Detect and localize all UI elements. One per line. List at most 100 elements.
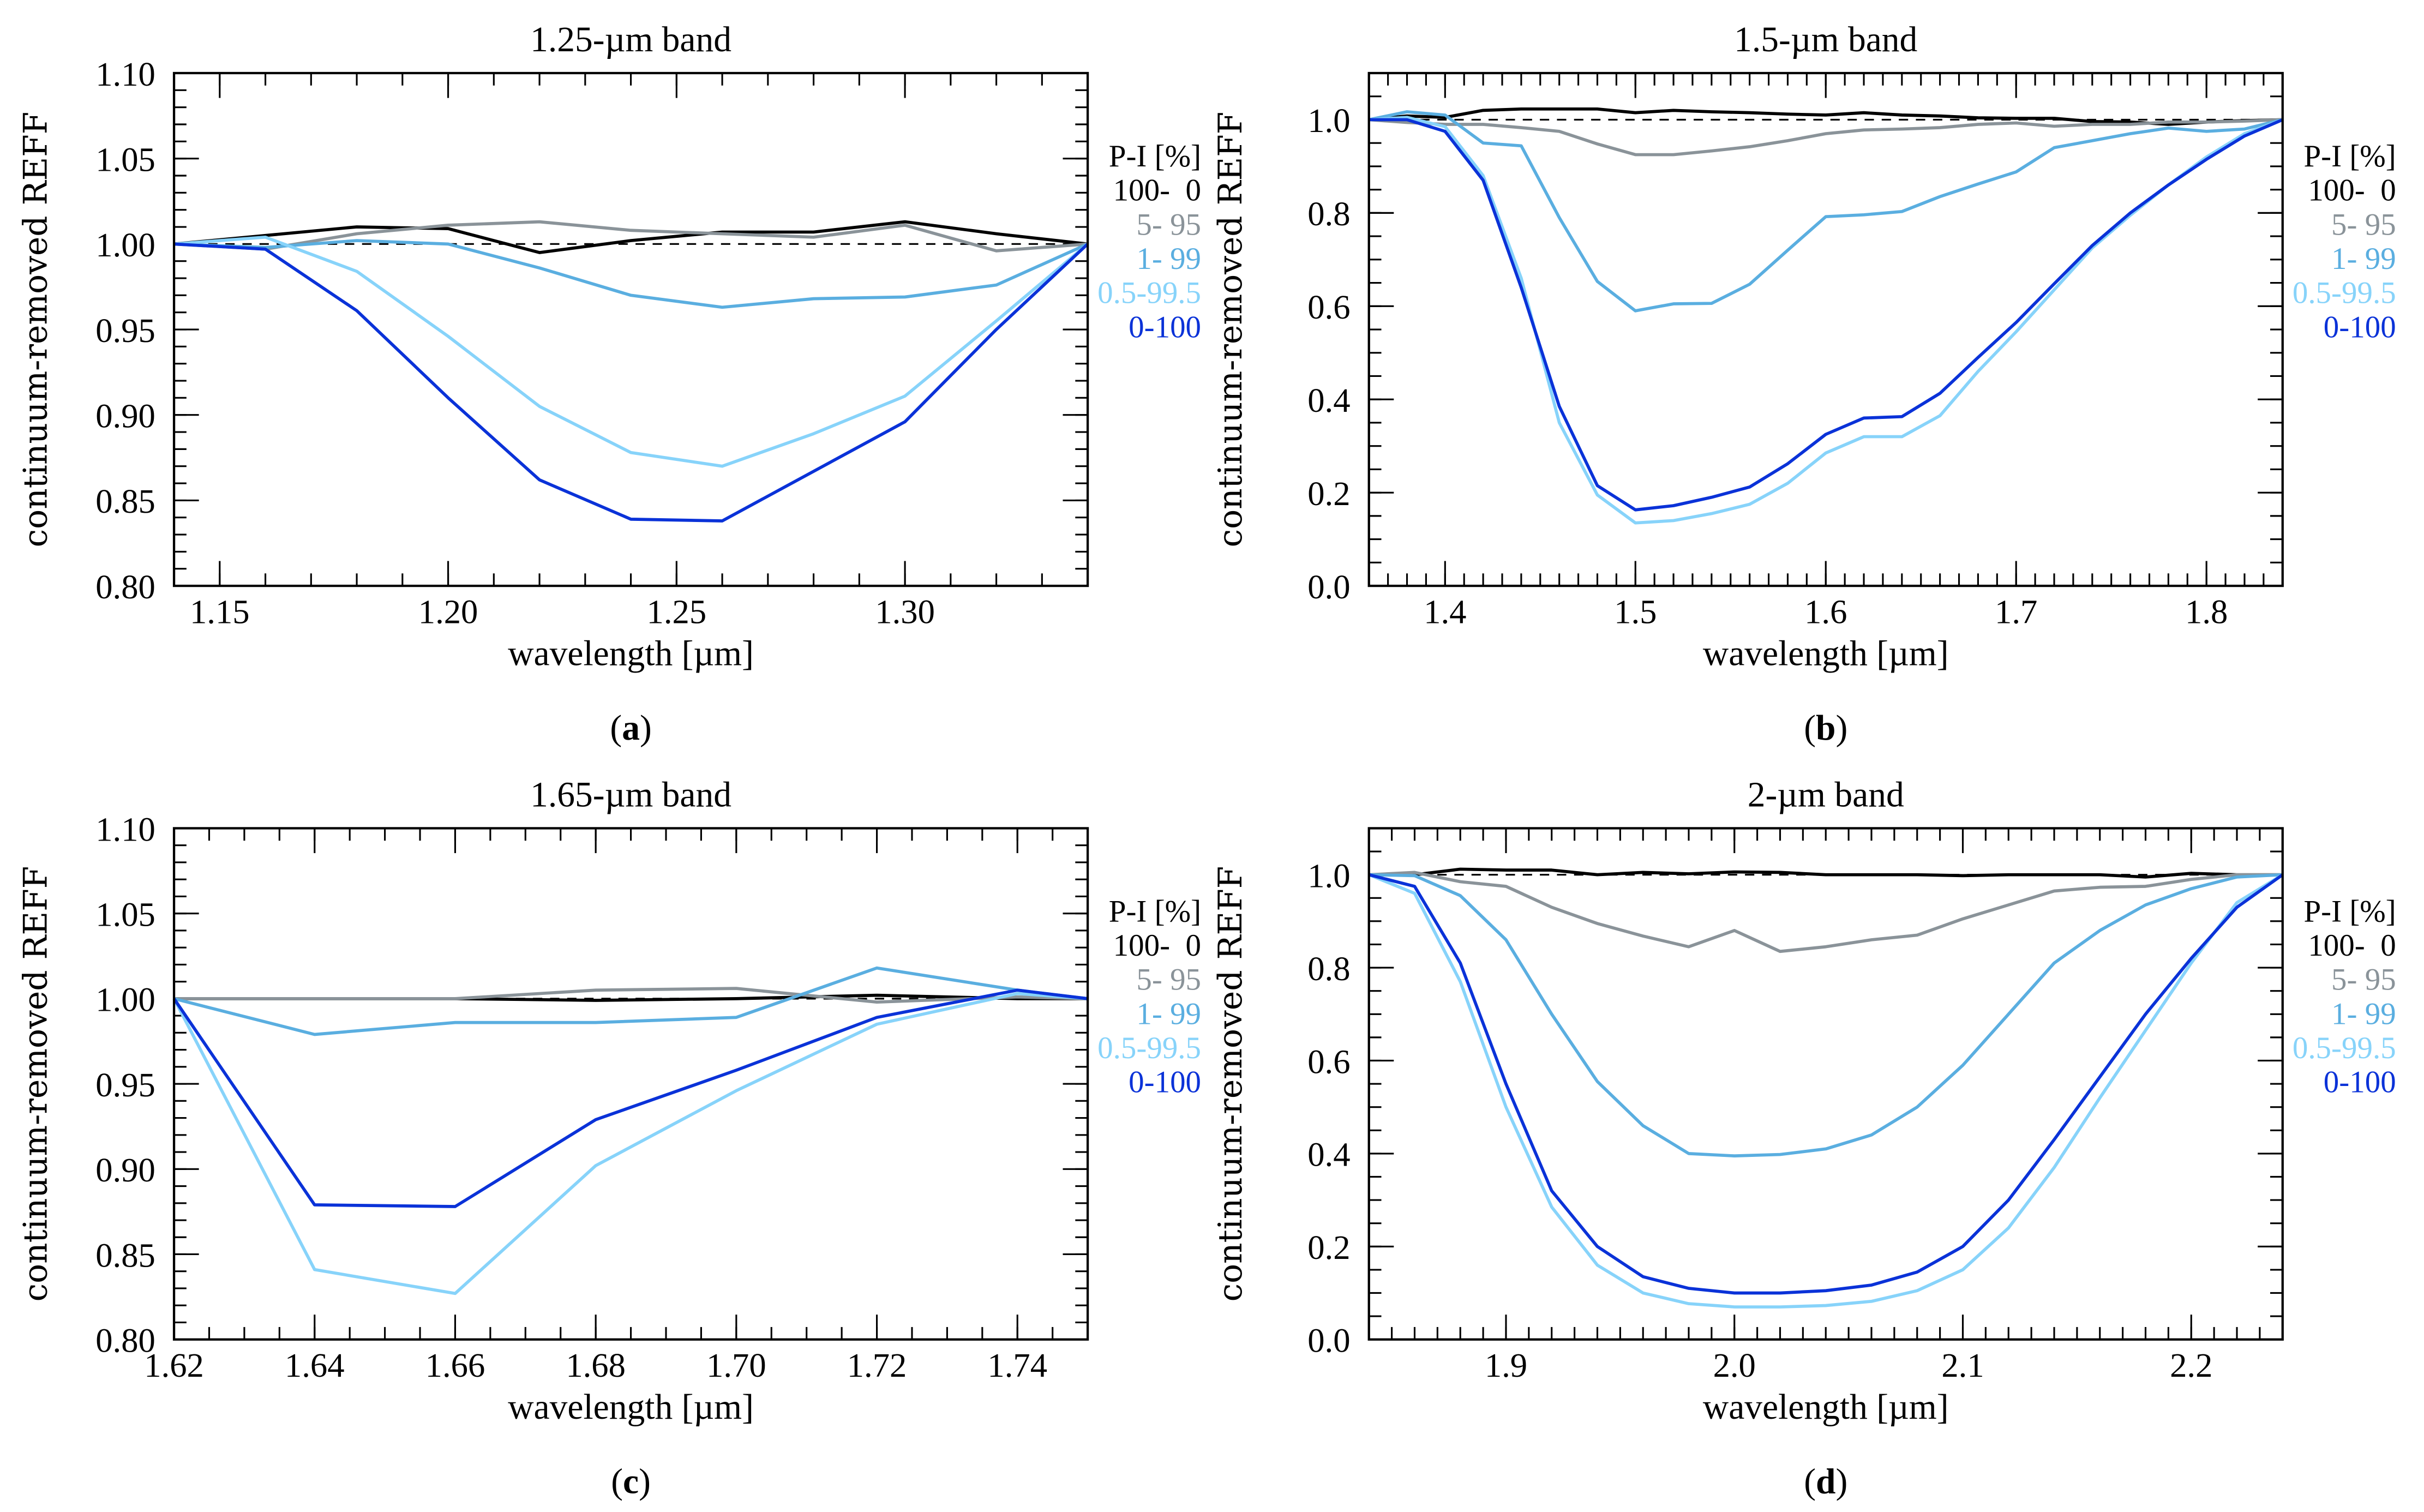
tick-marks (173, 72, 1089, 587)
legend-item: 1- 99 (2331, 242, 2396, 276)
series-line-100-0 (1369, 107, 2283, 126)
y-tick-label: 0.80 (95, 1321, 155, 1359)
legend-item: 0.5-99.5 (1097, 1031, 1201, 1065)
caption-paren: ( (610, 709, 622, 748)
y-axis-label: continuum-removed REFF (16, 112, 55, 548)
legend-item: 5- 95 (1136, 207, 1201, 242)
legend: P-I [%]100- 05- 951- 990.5-99.50-100 (1097, 139, 1201, 344)
y-tick-label: 0.90 (95, 1151, 155, 1189)
series-line-5-95 (173, 220, 1088, 253)
y-axis-label: continuum-removed REFF (1211, 866, 1250, 1302)
x-tick-label: 1.30 (875, 592, 935, 631)
caption-letter: b (1816, 709, 1835, 748)
legend-item: 5- 95 (1136, 963, 1201, 997)
legend-item: 1- 99 (1136, 242, 1201, 276)
series-line-0.5-99.5 (1368, 873, 2284, 1309)
x-tick-label: 1.5 (1614, 592, 1657, 631)
caption-paren: ( (611, 1462, 623, 1502)
y-tick-label: 1.10 (95, 55, 155, 93)
y-tick-label: 0.85 (95, 1236, 155, 1274)
chart-panel-b: 1.5-µm band 1.4 1.5 1.6 1.7 1.8 0.0 0.2 0.4 0.6 0.… (1211, 20, 2396, 748)
chart-title: 1.65-µm band (530, 776, 731, 815)
legend-item: 5- 95 (2331, 207, 2396, 242)
y-tick-label: 0.4 (1307, 1136, 1350, 1174)
y-tick-label: 0.6 (1307, 1042, 1350, 1081)
chart-title: 1.5-µm band (1734, 20, 1917, 59)
series-line-0-100 (1369, 873, 2284, 1295)
legend-item: 1- 99 (1136, 997, 1201, 1031)
series-line-0-100 (173, 242, 1089, 523)
caption-paren: ) (1835, 1462, 1847, 1502)
y-tick-label: 0.2 (1307, 475, 1350, 513)
x-tick-label: 1.7 (1995, 592, 2037, 631)
caption-letter: d (1816, 1462, 1835, 1502)
y-tick-label: 0.4 (1307, 381, 1350, 419)
series-line-1-99 (173, 239, 1089, 309)
legend-item: 0-100 (2324, 1065, 2396, 1100)
caption-paren: ) (1835, 709, 1847, 748)
y-tick-label: 1.10 (95, 810, 155, 848)
x-tick-label: 2.1 (1941, 1346, 1984, 1384)
legend-title: P-I [%] (1109, 894, 1201, 928)
x-tick-label: 2.2 (2170, 1346, 2212, 1384)
chart-title: 1.25-µm band (530, 20, 731, 59)
x-tick-label: 1.20 (418, 592, 478, 631)
legend-item: 0.5-99.5 (2293, 276, 2396, 310)
caption-letter: a (622, 709, 640, 748)
legend-item: 100- 0 (2308, 173, 2396, 208)
series-line-1-99 (173, 966, 1088, 1036)
chart-panel-a: 1.25-µm band 1.15 1.20 1.25 1.30 0.80 0.85 0.90… (16, 20, 1201, 748)
series-line-100-0 (173, 220, 1088, 254)
series-line-100-0 (1369, 867, 2283, 879)
plot-frame (172, 71, 1089, 587)
x-tick-label: 1.62 (144, 1346, 204, 1384)
x-tick-label: 1.4 (1424, 592, 1466, 631)
legend-item: 100- 0 (2308, 928, 2396, 963)
caption-paren: ) (640, 709, 652, 748)
y-tick-label: 0.2 (1307, 1228, 1350, 1267)
tick-marks (1368, 827, 2284, 1341)
y-tick-label: 1.0 (1307, 101, 1350, 140)
x-tick-label: 1.25 (647, 592, 707, 631)
legend-item: 0.5-99.5 (2293, 1031, 2396, 1065)
y-tick-label: 0.8 (1307, 195, 1350, 233)
chart-panel-d: 2-µm band 1.9 2.0 2.1 2.2 0.0 0.2 0.4 0.6 0.8 1.0 w… (1211, 776, 2396, 1502)
tick-marks (1368, 72, 2284, 587)
legend-item: 0-100 (1129, 1065, 1201, 1100)
legend-item: 1- 99 (2331, 997, 2396, 1031)
y-tick-label: 0.8 (1307, 950, 1350, 988)
series-line-0-100 (1369, 118, 2283, 512)
y-tick-label: 1.05 (95, 895, 155, 933)
y-tick-label: 0.95 (95, 1066, 155, 1104)
legend-title: P-I [%] (1109, 139, 1201, 173)
x-tick-label: 1.66 (425, 1346, 485, 1384)
y-tick-label: 0.0 (1307, 568, 1350, 606)
panel-caption: (b) (1804, 709, 1847, 748)
legend-item: 0-100 (1129, 310, 1201, 344)
caption-paren: ( (1804, 1462, 1816, 1502)
series-line-5-95 (1369, 118, 2283, 157)
y-tick-label: 0.6 (1307, 288, 1350, 326)
legend-title: P-I [%] (2303, 139, 2396, 173)
x-tick-label: 1.64 (285, 1346, 345, 1384)
plot-frame (1367, 827, 2284, 1341)
series-line-1-99 (1369, 110, 2283, 313)
x-tick-label: 1.74 (987, 1346, 1047, 1384)
series-line-5-95 (1369, 871, 2283, 953)
legend-item: 100- 0 (1113, 173, 1201, 208)
y-tick-label: 1.00 (95, 226, 155, 264)
panel-caption: (a) (610, 709, 651, 748)
x-axis-label: wavelength [µm] (508, 634, 754, 673)
series-line-1-99 (1369, 873, 2283, 1157)
caption-paren: ) (639, 1462, 651, 1502)
y-tick-label: 0.0 (1307, 1321, 1350, 1359)
y-tick-label: 1.05 (95, 140, 155, 178)
x-tick-label: 2.0 (1713, 1346, 1756, 1384)
legend-item: 5- 95 (2331, 963, 2396, 997)
x-tick-label: 1.6 (1804, 592, 1847, 631)
caption-paren: ( (1804, 709, 1816, 748)
plot-frame (172, 827, 1089, 1341)
panel-caption: (d) (1804, 1462, 1847, 1502)
y-tick-label: 0.85 (95, 482, 155, 520)
series-line-0.5-99.5 (1369, 116, 2283, 525)
